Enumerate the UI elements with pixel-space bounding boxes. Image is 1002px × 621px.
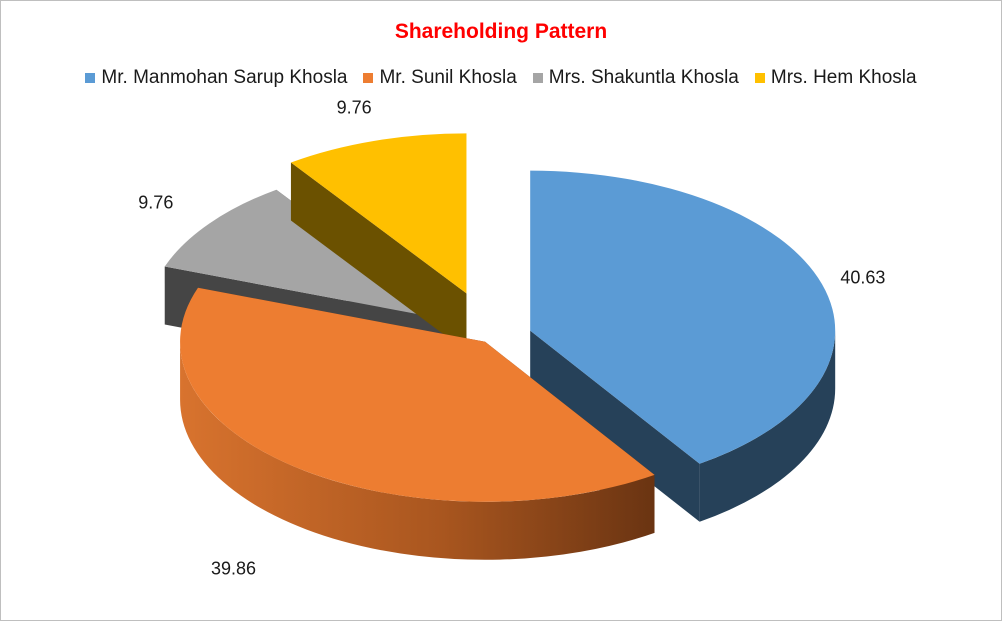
pie-slice: [164, 189, 452, 321]
data-label: 40.63: [840, 268, 885, 288]
legend-swatch: [532, 73, 543, 83]
pie-slice-wall: [530, 330, 700, 522]
legend-swatch: [363, 73, 374, 83]
chart-legend: Mr. Manmohan Sarup Khosla Mr. Sunil Khos…: [1, 67, 1001, 89]
pie-slice: [180, 287, 655, 502]
legend-label: Mr. Manmohan Sarup Khosla: [101, 67, 348, 88]
data-label: 9.76: [138, 192, 173, 212]
legend-label: Mrs. Shakuntla Khosla: [548, 67, 739, 88]
chart-title: Shareholding Pattern: [394, 20, 608, 43]
pie-slice-side: [699, 330, 836, 522]
pie-slice: [290, 133, 467, 294]
legend-swatch: [85, 73, 96, 83]
pie-slice-side: [180, 341, 655, 560]
legend-item: Mrs. Shakuntla Khosla: [532, 67, 739, 89]
data-label: 39.86: [211, 559, 256, 579]
legend-item: Mrs. Hem Khosla: [754, 67, 917, 89]
legend-swatch: [754, 73, 765, 83]
data-label: 9.76: [337, 97, 372, 117]
legend-label: Mrs. Hem Khosla: [770, 67, 917, 88]
legend-item: Mr. Sunil Khosla: [363, 67, 517, 89]
legend-label: Mr. Sunil Khosla: [379, 67, 517, 88]
pie-slice: [530, 170, 836, 464]
legend-item: Mr. Manmohan Sarup Khosla: [85, 67, 347, 89]
pie-slice-wall: [290, 162, 467, 352]
